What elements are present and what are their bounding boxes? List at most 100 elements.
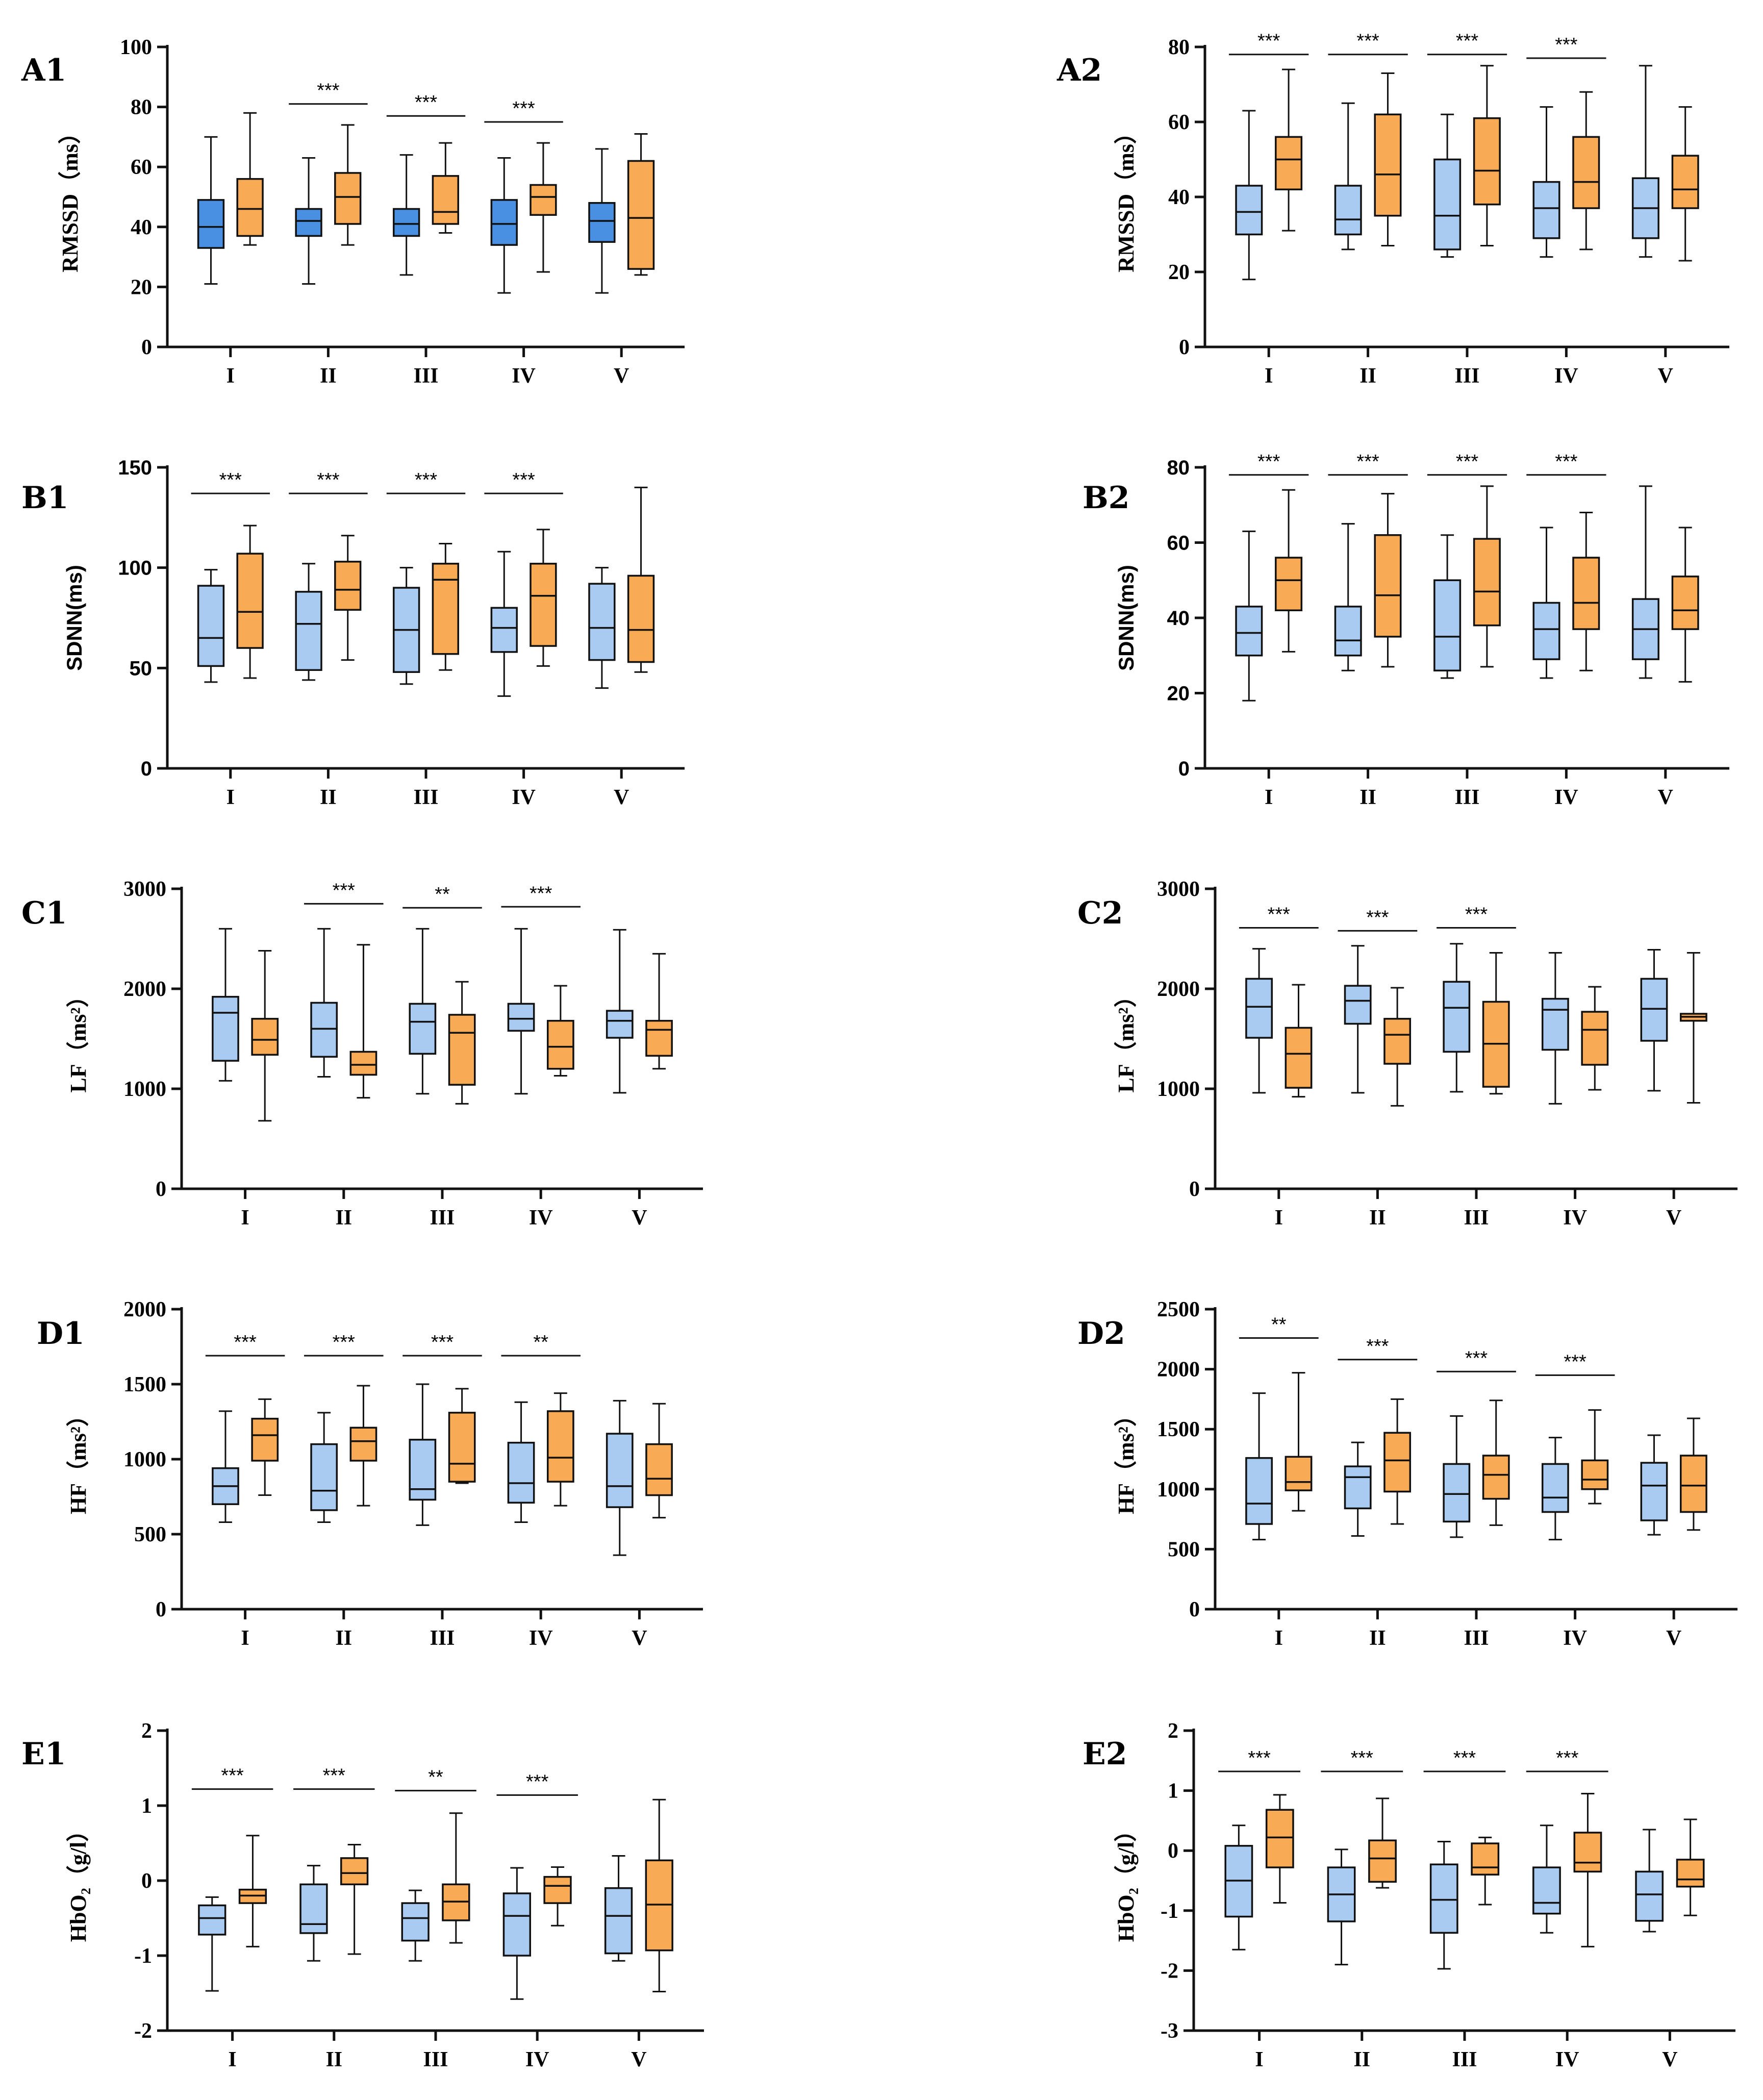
- iqr-box: [1235, 185, 1263, 236]
- iqr-box: [1334, 185, 1362, 236]
- box-blue-I: [1245, 1392, 1273, 1541]
- box-orange-IV: [1581, 986, 1609, 1091]
- iqr-box: [310, 1443, 338, 1511]
- box-orange-IV: [1573, 1792, 1602, 1947]
- box-orange-III: [448, 1388, 476, 1484]
- box-blue-IV: [502, 1867, 532, 2000]
- iqr-box: [1368, 1839, 1397, 1883]
- box-blue-III: [1443, 1415, 1471, 1538]
- box-orange-V: [1676, 1818, 1705, 1916]
- box-orange-II: [1374, 493, 1402, 668]
- y-tick-label: 1500: [1157, 1418, 1200, 1441]
- significance-stars: ***: [1465, 904, 1488, 925]
- box-orange-I: [1265, 1794, 1294, 1904]
- y-axis-label: SDNN(ms): [62, 565, 86, 671]
- x-tick-label: III: [1454, 364, 1479, 388]
- iqr-box: [530, 184, 557, 216]
- box-orange-III: [1473, 485, 1501, 668]
- box-orange-III: [1482, 1399, 1510, 1526]
- box-blue-V: [606, 929, 634, 1094]
- iqr-box: [1573, 1832, 1602, 1873]
- x-tick-label: IV: [529, 1627, 553, 1650]
- y-tick-label: 3000: [123, 878, 166, 901]
- box-orange-V: [645, 953, 673, 1070]
- iqr-box: [448, 1412, 476, 1483]
- iqr-box: [212, 995, 239, 1062]
- y-tick-label: 50: [130, 657, 153, 680]
- box-blue-I: [1235, 110, 1263, 281]
- significance-stars: ***: [415, 469, 438, 491]
- significance-stars: ***: [1356, 451, 1379, 472]
- y-tick-label: 40: [1167, 607, 1190, 630]
- box-orange-III: [1482, 952, 1510, 1095]
- significance-stars: **: [435, 884, 450, 905]
- iqr-box: [310, 1002, 338, 1058]
- y-tick-label: 40: [1168, 186, 1190, 209]
- x-tick-label: IV: [529, 1206, 553, 1230]
- significance-stars: ***: [333, 1332, 356, 1353]
- y-tick-label: 2000: [123, 978, 166, 1001]
- box-blue-II: [310, 1412, 338, 1523]
- iqr-box: [1671, 155, 1699, 209]
- x-tick-label: II: [1359, 364, 1376, 388]
- iqr-box: [409, 1439, 437, 1501]
- significance-stars: **: [533, 1332, 548, 1353]
- y-tick-label: 20: [1168, 261, 1190, 284]
- box-blue-V: [1635, 1829, 1664, 1933]
- iqr-box: [1541, 1463, 1569, 1513]
- box-orange-IV: [1572, 91, 1600, 251]
- y-tick-label: 80: [1168, 36, 1190, 59]
- y-tick-label: 100: [118, 557, 152, 580]
- iqr-box: [1265, 1809, 1294, 1868]
- iqr-box: [588, 583, 616, 661]
- x-tick-label: IV: [1563, 1627, 1587, 1650]
- iqr-box: [1344, 1465, 1372, 1510]
- box-blue-IV: [490, 157, 518, 294]
- iqr-box: [197, 585, 225, 667]
- panel-label: C1: [21, 895, 67, 931]
- box-blue-II: [295, 157, 322, 285]
- iqr-box: [1383, 1018, 1412, 1065]
- box-orange-I: [251, 950, 279, 1122]
- iqr-box: [490, 199, 518, 246]
- y-tick-label: 60: [1168, 111, 1190, 134]
- iqr-box: [409, 1003, 437, 1055]
- box-blue-II: [1334, 102, 1362, 251]
- significance-stars: ***: [219, 469, 242, 491]
- significance-stars: ***: [1356, 31, 1379, 52]
- y-tick-label: 1000: [123, 1078, 166, 1101]
- y-axis-label: LF（ms²）: [1114, 985, 1139, 1092]
- panel-label: A1: [21, 53, 66, 88]
- iqr-box: [334, 561, 362, 611]
- significance-stars: ***: [526, 1771, 549, 1792]
- iqr-box: [490, 607, 518, 653]
- x-tick-label: II: [320, 364, 337, 388]
- iqr-box: [546, 1410, 574, 1483]
- x-tick-label: III: [423, 2048, 448, 2071]
- significance-stars: **: [1271, 1314, 1287, 1335]
- significance-stars: ***: [1456, 451, 1479, 472]
- iqr-box: [1344, 985, 1372, 1025]
- y-tick-label: 1500: [123, 1373, 166, 1396]
- box-blue-V: [588, 567, 616, 689]
- iqr-box: [645, 1019, 673, 1057]
- iqr-box: [1671, 576, 1699, 630]
- y-tick-label: 80: [1167, 457, 1190, 479]
- box-blue-II: [1344, 945, 1372, 1094]
- iqr-box: [1482, 1455, 1510, 1500]
- y-tick-label: 20: [1167, 683, 1190, 705]
- box-blue-III: [409, 928, 437, 1095]
- box-orange-V: [645, 1798, 673, 1993]
- significance-stars: ***: [234, 1332, 257, 1353]
- significance-stars: ***: [1564, 1351, 1586, 1372]
- box-orange-IV: [530, 529, 557, 667]
- iqr-box: [1532, 181, 1560, 239]
- x-tick-label: V: [632, 1206, 647, 1230]
- box-blue-IV: [1541, 952, 1569, 1105]
- x-tick-label: V: [614, 786, 629, 809]
- significance-stars: ***: [530, 883, 552, 904]
- iqr-box: [627, 574, 655, 663]
- iqr-box: [197, 199, 225, 249]
